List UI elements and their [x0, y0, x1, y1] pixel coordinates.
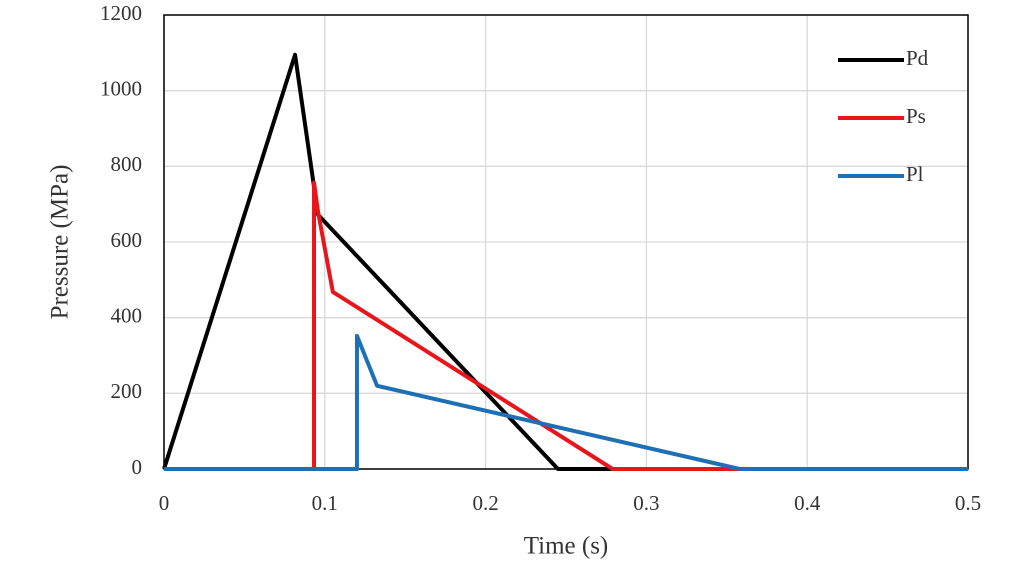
- x-tick-label: 0: [159, 491, 170, 515]
- series-line: [164, 180, 968, 471]
- y-tick-label: 800: [111, 152, 143, 176]
- legend-label: Pd: [906, 46, 929, 70]
- series-line: [164, 333, 968, 471]
- x-tick-label: 0.1: [312, 491, 338, 515]
- y-tick-label: 400: [111, 303, 143, 327]
- x-tick-label: 0.5: [955, 491, 981, 515]
- y-axis-label: Pressure (MPa): [47, 165, 74, 320]
- legend-label: Ps: [906, 104, 926, 128]
- y-tick-label: 0: [132, 455, 143, 479]
- x-tick-label: 0.2: [472, 491, 498, 515]
- x-axis-label: Time (s): [524, 533, 609, 560]
- legend-label: Pl: [906, 162, 924, 186]
- y-tick-label: 200: [111, 379, 143, 403]
- y-tick-label: 1200: [100, 1, 142, 25]
- y-tick-label: 1000: [100, 76, 142, 100]
- y-tick-label: 600: [111, 228, 143, 252]
- x-tick-label: 0.4: [794, 491, 821, 515]
- x-tick-label: 0.3: [633, 491, 659, 515]
